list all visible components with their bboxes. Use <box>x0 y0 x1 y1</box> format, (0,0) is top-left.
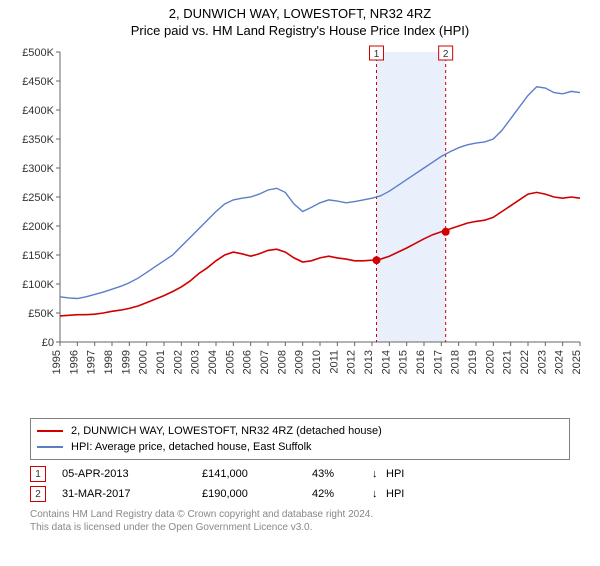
legend-item: 2, DUNWICH WAY, LOWESTOFT, NR32 4RZ (det… <box>37 423 563 439</box>
chart-subtitle: Price paid vs. HM Land Registry's House … <box>0 23 600 38</box>
svg-text:1996: 1996 <box>68 350 80 374</box>
svg-text:1: 1 <box>374 49 380 60</box>
svg-text:£50K: £50K <box>28 308 54 320</box>
sale-pct: 42% <box>312 488 372 500</box>
legend-label: HPI: Average price, detached house, East… <box>71 441 312 453</box>
svg-text:£150K: £150K <box>22 250 54 262</box>
legend-swatch <box>37 446 63 448</box>
sale-hpi-label: HPI <box>386 468 416 480</box>
svg-text:2015: 2015 <box>398 350 410 374</box>
svg-text:£500K: £500K <box>22 47 54 59</box>
svg-text:2004: 2004 <box>207 350 219 374</box>
address-title: 2, DUNWICH WAY, LOWESTOFT, NR32 4RZ <box>0 6 600 21</box>
svg-text:2000: 2000 <box>138 350 150 374</box>
svg-text:2014: 2014 <box>380 350 392 374</box>
sale-price: £141,000 <box>202 468 312 480</box>
legend-swatch <box>37 430 63 432</box>
svg-text:2021: 2021 <box>502 350 514 374</box>
svg-text:2022: 2022 <box>519 350 531 374</box>
svg-text:£450K: £450K <box>22 76 54 88</box>
svg-text:2003: 2003 <box>190 350 202 374</box>
svg-text:1998: 1998 <box>103 350 115 374</box>
svg-text:2024: 2024 <box>554 350 566 374</box>
legend-label: 2, DUNWICH WAY, LOWESTOFT, NR32 4RZ (det… <box>71 425 382 437</box>
chart-container: 2, DUNWICH WAY, LOWESTOFT, NR32 4RZ Pric… <box>0 6 600 534</box>
svg-text:2018: 2018 <box>450 350 462 374</box>
sale-hpi-label: HPI <box>386 488 416 500</box>
svg-text:£100K: £100K <box>22 279 54 291</box>
svg-text:2020: 2020 <box>484 350 496 374</box>
svg-text:1999: 1999 <box>120 350 132 374</box>
svg-text:2: 2 <box>443 49 449 60</box>
svg-text:2023: 2023 <box>536 350 548 374</box>
sale-price: £190,000 <box>202 488 312 500</box>
footer-attribution: Contains HM Land Registry data © Crown c… <box>30 508 570 534</box>
svg-text:£400K: £400K <box>22 105 54 117</box>
svg-text:2006: 2006 <box>242 350 254 374</box>
sale-row: 2 31-MAR-2017 £190,000 42% ↓ HPI <box>30 484 570 504</box>
sale-marker-num: 1 <box>35 469 41 480</box>
svg-text:2017: 2017 <box>432 350 444 374</box>
sale-pct: 43% <box>312 468 372 480</box>
legend-box: 2, DUNWICH WAY, LOWESTOFT, NR32 4RZ (det… <box>30 418 570 460</box>
svg-text:2025: 2025 <box>571 350 583 374</box>
footer-line: Contains HM Land Registry data © Crown c… <box>30 508 570 521</box>
svg-text:£250K: £250K <box>22 192 54 204</box>
sale-date: 31-MAR-2017 <box>62 488 202 500</box>
svg-text:2008: 2008 <box>276 350 288 374</box>
svg-text:2011: 2011 <box>328 350 340 374</box>
svg-text:2009: 2009 <box>294 350 306 374</box>
svg-text:2012: 2012 <box>346 350 358 374</box>
sale-marker-num: 2 <box>35 489 41 500</box>
svg-text:2005: 2005 <box>224 350 236 374</box>
chart-area: £0 £50K £100K £150K £200K £250K £300K £350K £400… <box>10 42 590 412</box>
svg-text:£350K: £350K <box>22 134 54 146</box>
legend-item: HPI: Average price, detached house, East… <box>37 439 563 455</box>
sale-date: 05-APR-2013 <box>62 468 202 480</box>
down-arrow-icon: ↓ <box>372 488 386 500</box>
svg-text:2019: 2019 <box>467 350 479 374</box>
svg-text:1997: 1997 <box>86 350 98 374</box>
sale-marker-box: 2 <box>30 486 46 502</box>
svg-text:2007: 2007 <box>259 350 271 374</box>
footer-line: This data is licensed under the Open Gov… <box>30 521 570 534</box>
svg-text:1995: 1995 <box>51 350 63 374</box>
svg-text:2002: 2002 <box>172 350 184 374</box>
sale-marker-box: 1 <box>30 466 46 482</box>
svg-text:2016: 2016 <box>415 350 427 374</box>
svg-text:£200K: £200K <box>22 221 54 233</box>
line-chart: £0 £50K £100K £150K £200K £250K £300K £350K £400… <box>10 42 590 412</box>
svg-text:2010: 2010 <box>311 350 323 374</box>
sale-row: 1 05-APR-2013 £141,000 43% ↓ HPI <box>30 464 570 484</box>
svg-text:£0: £0 <box>42 337 54 349</box>
sales-table: 1 05-APR-2013 £141,000 43% ↓ HPI 2 31-MA… <box>30 464 570 504</box>
svg-text:£300K: £300K <box>22 163 54 175</box>
svg-text:2013: 2013 <box>363 350 375 374</box>
svg-text:2001: 2001 <box>155 350 167 374</box>
down-arrow-icon: ↓ <box>372 468 386 480</box>
